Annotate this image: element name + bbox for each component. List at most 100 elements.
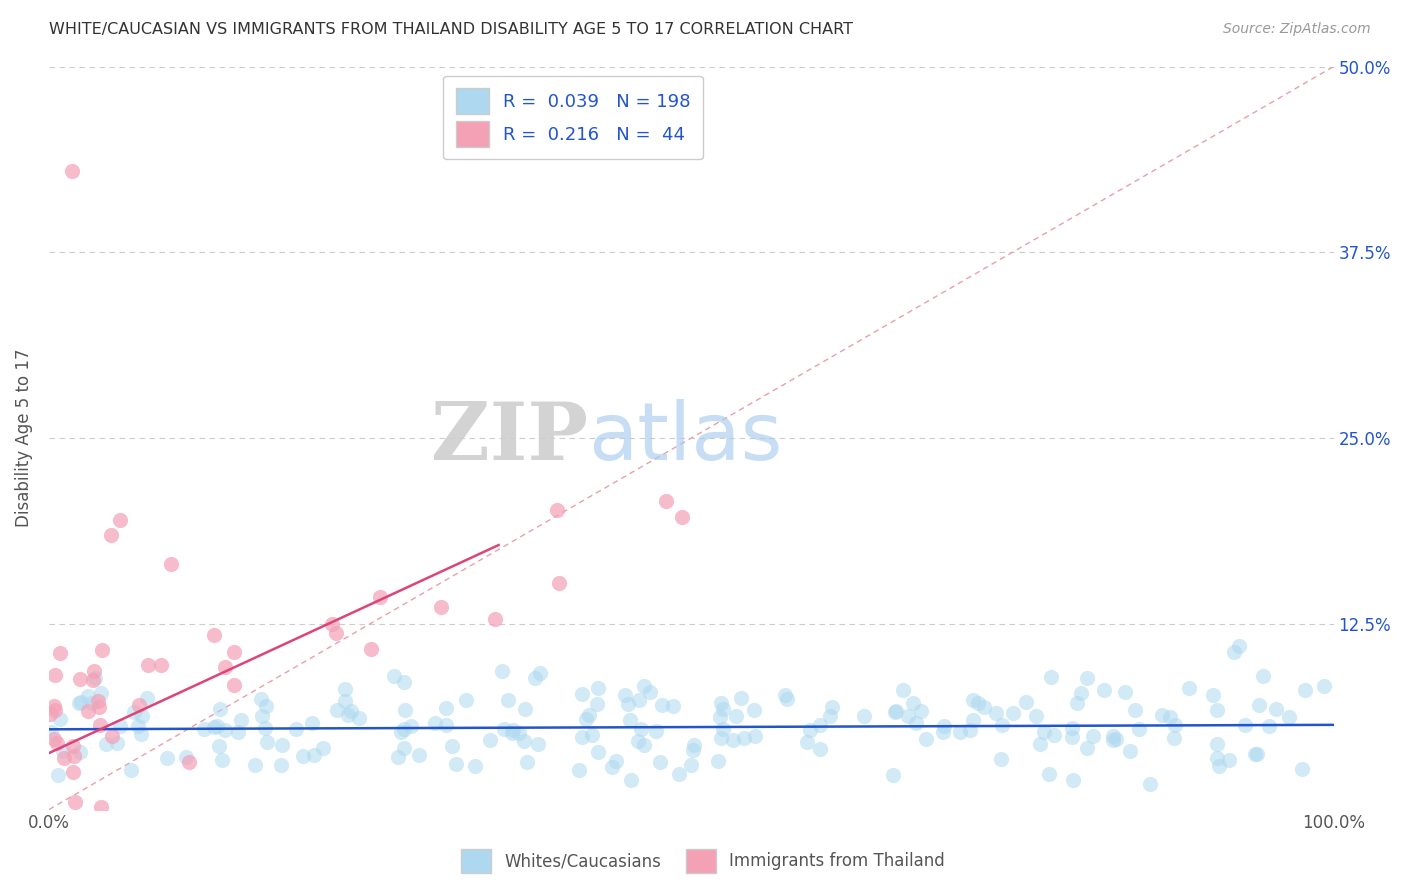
Point: [568, 764, 591, 778]
Point: [1294, 682, 1316, 697]
Point: [430, 599, 453, 614]
Point: [42, 732, 65, 747]
Point: [387, 750, 409, 764]
Point: [891, 682, 914, 697]
Point: [1265, 702, 1288, 716]
Point: [87, 694, 110, 708]
Point: [441, 739, 464, 753]
Point: [394, 722, 416, 736]
Point: [721, 733, 744, 747]
Point: [773, 689, 796, 703]
Point: [214, 660, 236, 674]
Point: [464, 759, 486, 773]
Point: [633, 679, 655, 693]
Point: [90, 799, 112, 814]
Point: [63, 749, 86, 764]
Point: [207, 719, 229, 733]
Point: [100, 527, 122, 541]
Point: [256, 735, 278, 749]
Point: [48, 646, 70, 660]
Point: [1038, 767, 1060, 781]
Point: [399, 719, 422, 733]
Point: [394, 703, 416, 717]
Point: [571, 730, 593, 744]
Point: [502, 723, 524, 738]
Text: WHITE/CAUCASIAN VS IMMIGRANTS FROM THAILAND DISABILITY AGE 5 TO 17 CORRELATION C: WHITE/CAUCASIAN VS IMMIGRANTS FROM THAIL…: [49, 22, 853, 37]
Point: [1070, 686, 1092, 700]
Point: [984, 706, 1007, 720]
Point: [897, 708, 920, 723]
Point: [254, 721, 277, 735]
Point: [1060, 730, 1083, 744]
Point: [1244, 747, 1267, 761]
Point: [648, 756, 671, 770]
Point: [96, 737, 118, 751]
Text: Source: ZipAtlas.com: Source: ZipAtlas.com: [1223, 22, 1371, 37]
Point: [571, 687, 593, 701]
Point: [128, 698, 150, 712]
Point: [494, 723, 516, 737]
Point: [799, 723, 821, 737]
Point: [932, 724, 955, 739]
Point: [904, 716, 927, 731]
Point: [1177, 681, 1199, 696]
Point: [67, 696, 90, 710]
Point: [60, 163, 83, 178]
Point: [959, 723, 981, 737]
Point: [546, 503, 568, 517]
Point: [349, 711, 371, 725]
Point: [548, 575, 571, 590]
Point: [122, 705, 145, 719]
Point: [742, 702, 765, 716]
Point: [991, 717, 1014, 731]
Point: [619, 713, 641, 727]
Point: [285, 723, 308, 737]
Point: [529, 665, 551, 680]
Point: [1247, 698, 1270, 712]
Point: [302, 747, 325, 762]
Point: [682, 738, 704, 752]
Point: [77, 704, 100, 718]
Point: [638, 685, 661, 699]
Point: [389, 725, 412, 739]
Point: [333, 694, 356, 708]
Point: [224, 645, 246, 659]
Point: [368, 590, 391, 604]
Point: [1205, 751, 1227, 765]
Point: [82, 673, 104, 687]
Point: [1062, 721, 1084, 735]
Point: [613, 688, 636, 702]
Point: [1227, 639, 1250, 653]
Point: [671, 509, 693, 524]
Point: [1246, 747, 1268, 762]
Point: [129, 727, 152, 741]
Point: [340, 704, 363, 718]
Point: [202, 720, 225, 734]
Point: [150, 658, 173, 673]
Point: [527, 737, 550, 751]
Point: [662, 698, 685, 713]
Y-axis label: Disability Age 5 to 17: Disability Age 5 to 17: [15, 349, 32, 527]
Point: [496, 692, 519, 706]
Point: [229, 713, 252, 727]
Point: [1313, 679, 1336, 693]
Point: [208, 702, 231, 716]
Point: [620, 772, 643, 787]
Text: atlas: atlas: [589, 399, 783, 477]
Point: [1081, 729, 1104, 743]
Point: [627, 734, 650, 748]
Point: [967, 696, 990, 710]
Point: [90, 686, 112, 700]
Point: [39, 725, 62, 739]
Point: [1205, 703, 1227, 717]
Point: [392, 740, 415, 755]
Point: [208, 739, 231, 754]
Point: [160, 558, 183, 572]
Point: [707, 754, 730, 768]
Point: [120, 763, 142, 777]
Point: [633, 738, 655, 752]
Point: [51, 744, 73, 758]
Point: [127, 719, 149, 733]
Point: [382, 669, 405, 683]
Point: [301, 716, 323, 731]
